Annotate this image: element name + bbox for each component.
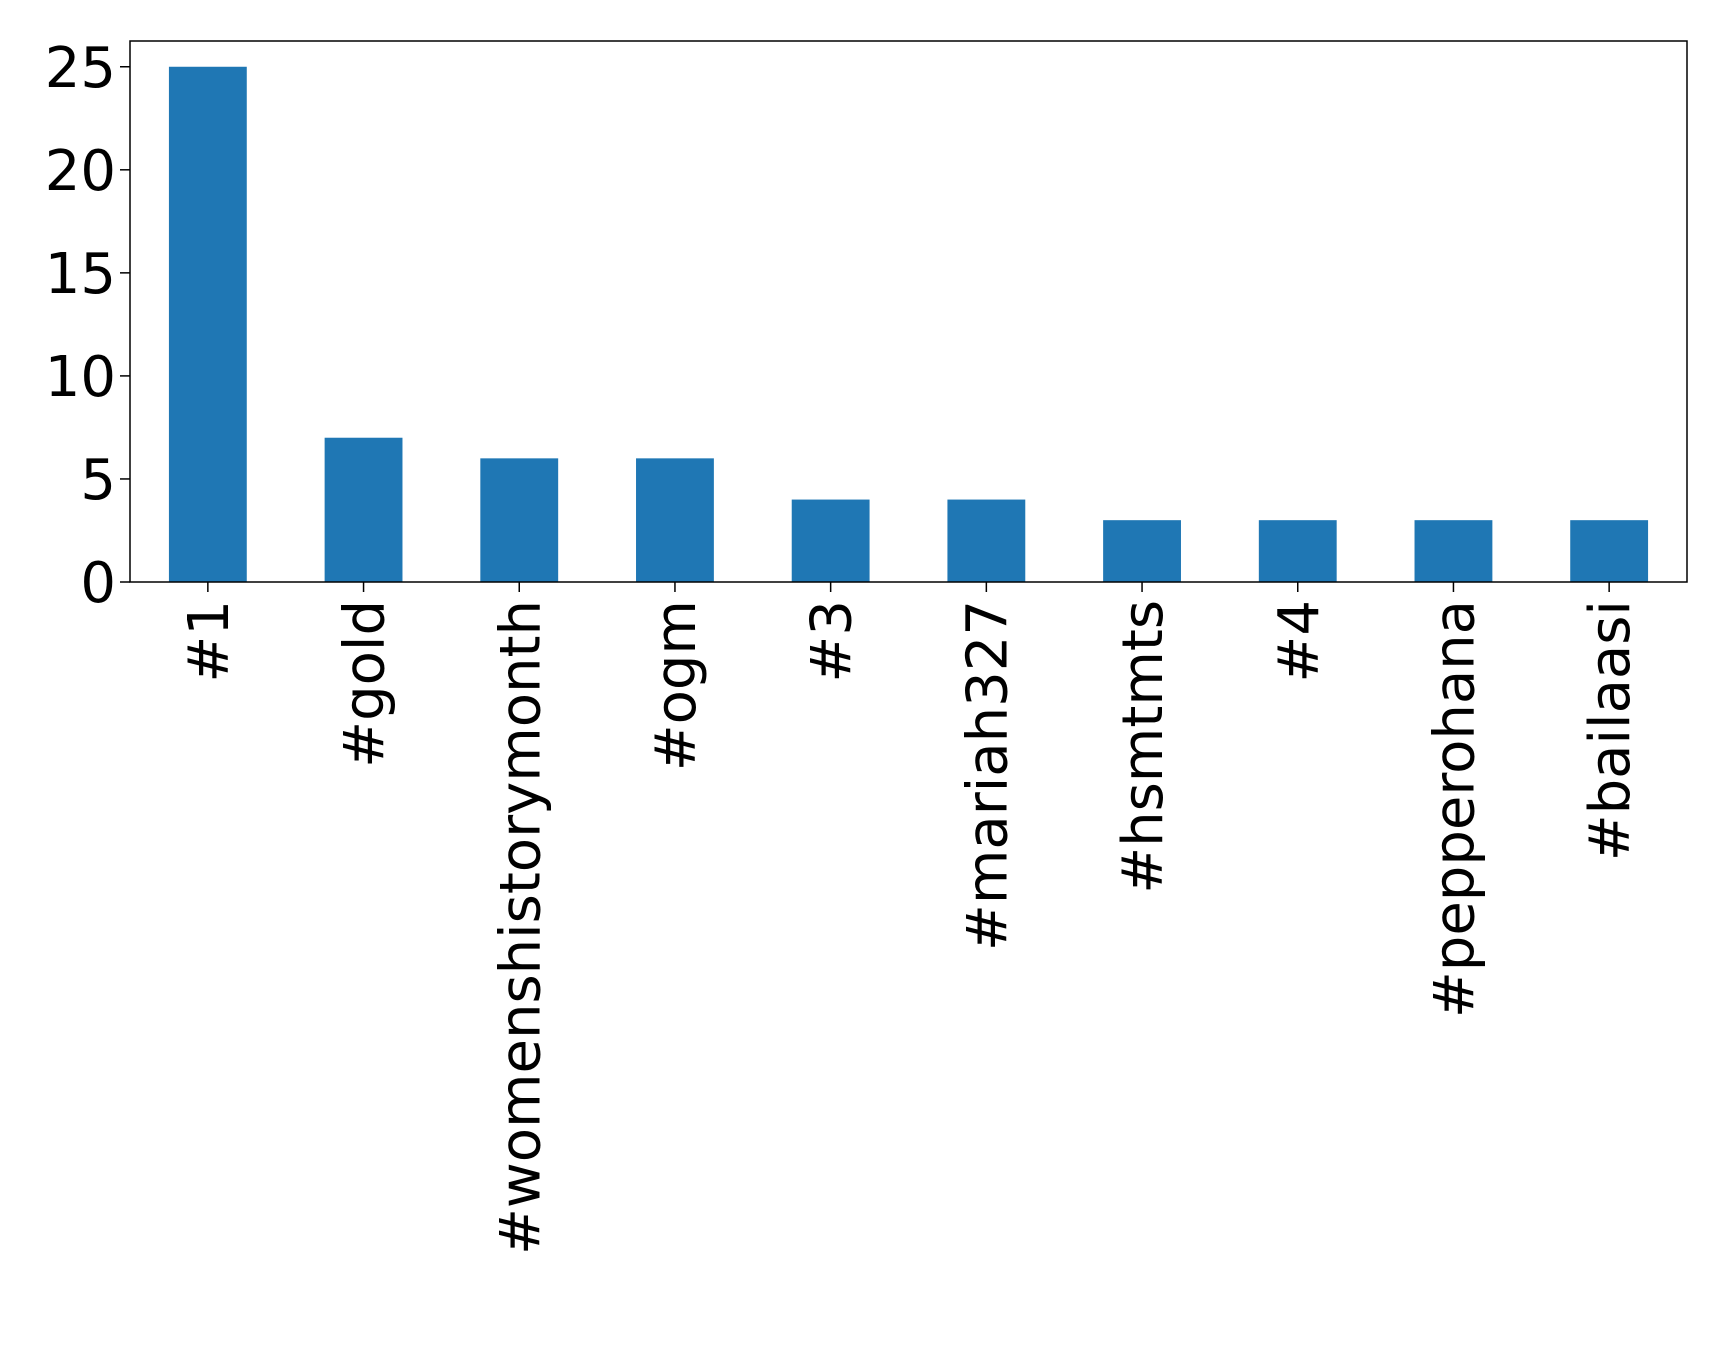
- x-tick-label: #ogm: [644, 600, 709, 771]
- y-tick-label: 10: [45, 345, 116, 410]
- bar-mariah327: [947, 499, 1026, 582]
- bar-bailaasi: [1570, 520, 1649, 582]
- x-tick-label: #gold: [333, 600, 398, 768]
- bar-gold: [324, 437, 403, 582]
- x-tick-label: #1: [177, 600, 242, 683]
- x-tick-label: #womenshistorymonth: [488, 600, 553, 1255]
- bar-pepperohana: [1414, 520, 1493, 582]
- plot-frame: [129, 40, 1688, 583]
- bar-1: [168, 66, 247, 582]
- y-tick-label: 5: [80, 448, 116, 513]
- y-tick-label: 0: [80, 551, 116, 616]
- bar-3: [791, 499, 870, 582]
- x-tick-label: #3: [800, 600, 865, 683]
- bar-hsmtmts: [1103, 520, 1181, 582]
- x-tick-label: #mariah327: [955, 600, 1020, 951]
- x-tick-label: #hsmtmts: [1111, 600, 1176, 894]
- y-tick-label: 15: [45, 242, 116, 307]
- x-tick-label: #pepperohana: [1422, 600, 1487, 1018]
- y-axis: 0 5 10 15 20 25: [45, 36, 130, 616]
- y-tick-label: 25: [45, 36, 116, 101]
- x-axis: #1 #gold #womenshistorymonth #ogm #3 #mariah3…: [177, 582, 1643, 1255]
- bar-ogm: [636, 458, 714, 582]
- bars-group: [168, 66, 1649, 582]
- x-tick-label: #4: [1267, 600, 1332, 683]
- x-tick-label: #bailaasi: [1578, 600, 1643, 861]
- bar-womenshistorymonth: [480, 458, 559, 582]
- y-tick-label: 20: [45, 139, 116, 204]
- bar-4: [1258, 520, 1337, 582]
